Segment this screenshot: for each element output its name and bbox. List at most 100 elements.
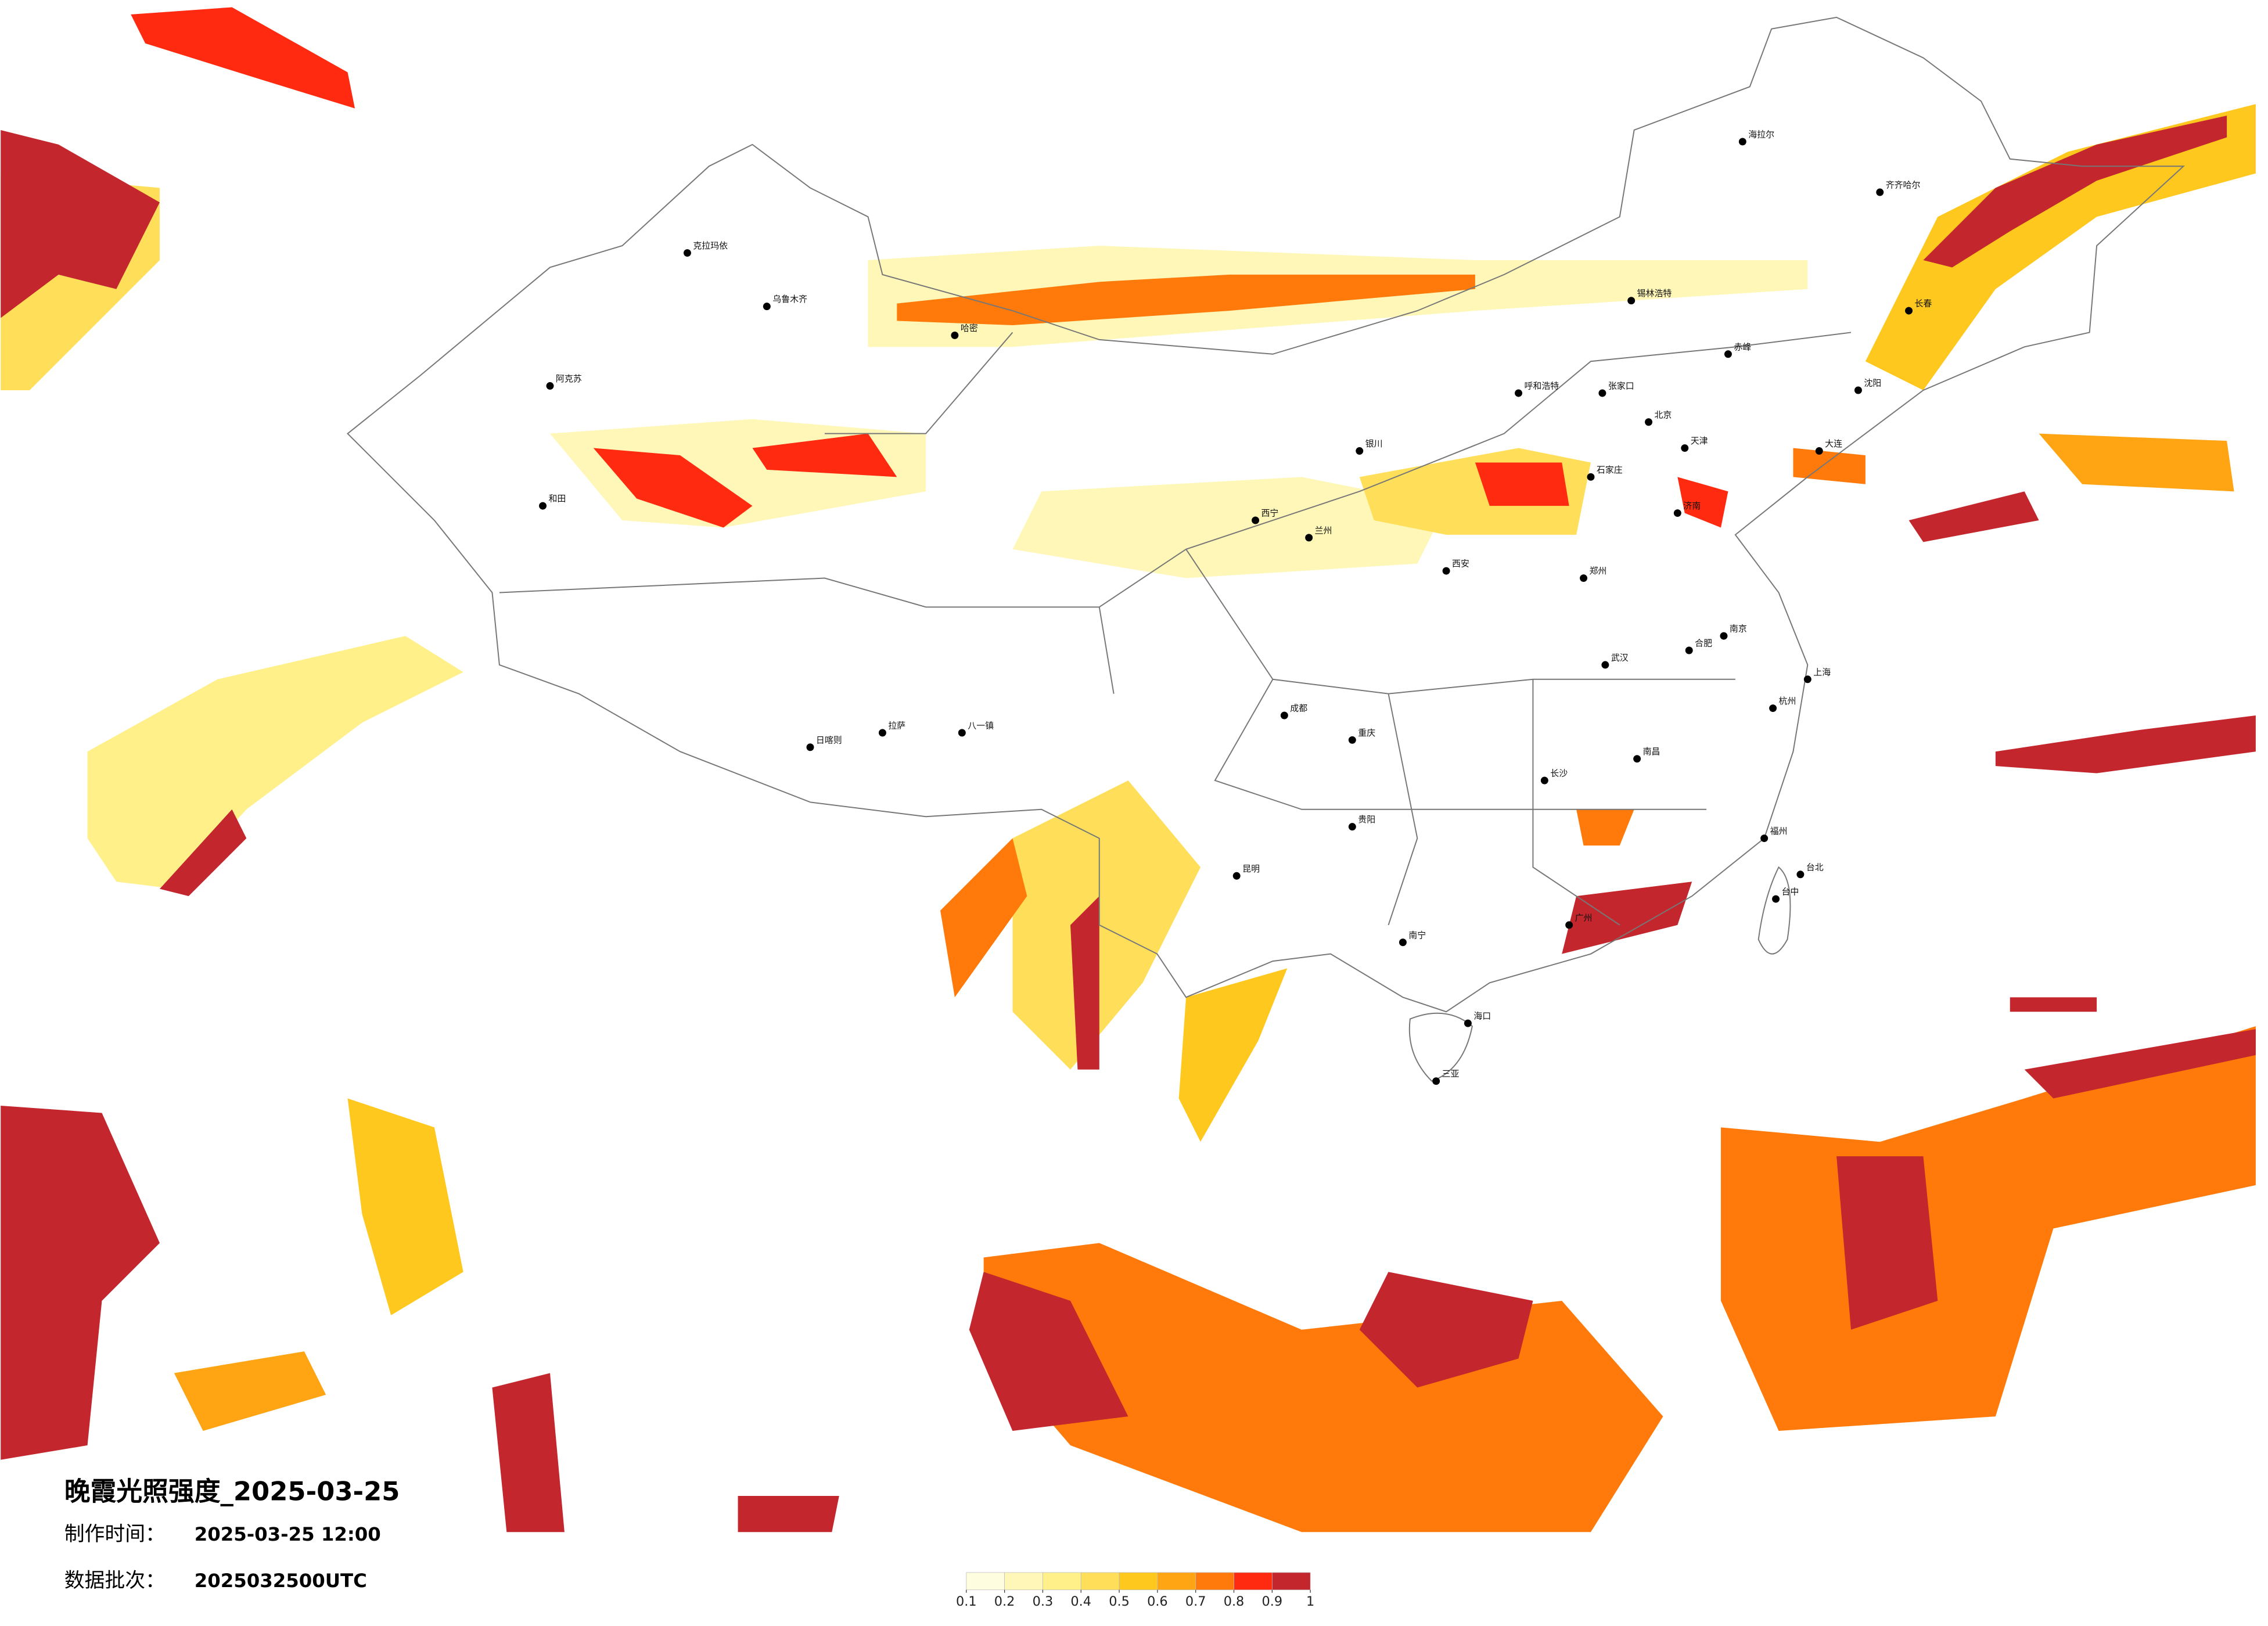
city-label: 武汉 xyxy=(1611,652,1629,663)
city-dot xyxy=(1348,736,1356,744)
heat-area xyxy=(1475,462,1569,506)
city-label: 呼和浩特 xyxy=(1525,381,1559,391)
city-dot xyxy=(1587,473,1595,481)
heat-area xyxy=(1562,882,1692,954)
city-dot xyxy=(878,729,886,737)
city-label: 上海 xyxy=(1813,667,1831,677)
city-dot xyxy=(806,743,814,751)
city-dot xyxy=(1627,297,1636,305)
city-label: 福州 xyxy=(1770,826,1788,836)
heat-area xyxy=(738,1496,839,1533)
city-dot xyxy=(1305,534,1313,542)
city-dot xyxy=(1280,711,1288,720)
heat-area xyxy=(969,1272,1128,1431)
heat-area xyxy=(1178,968,1288,1142)
city-dot xyxy=(1540,776,1548,785)
province-border xyxy=(499,332,1852,926)
city-label: 锡林浩特 xyxy=(1637,288,1672,298)
city-label: 海拉尔 xyxy=(1748,129,1774,139)
city-dot xyxy=(546,382,554,390)
city-dot xyxy=(1685,646,1693,654)
city-label: 和田 xyxy=(549,494,566,504)
heat-area xyxy=(1,1106,160,1460)
heat-area xyxy=(1923,116,2227,268)
city-dot xyxy=(1769,704,1777,713)
city-label: 银川 xyxy=(1365,438,1383,449)
city-dot xyxy=(1854,386,1862,394)
city-dot xyxy=(1720,632,1728,640)
city-label: 南京 xyxy=(1730,624,1747,634)
city-dot xyxy=(539,502,547,510)
city-label: 西宁 xyxy=(1261,508,1279,519)
heat-area xyxy=(1720,1026,2256,1431)
legend-swatch xyxy=(1234,1572,1273,1591)
legend: 0.1 0.2 0.3 0.4 0.5 0.6 0.7 0.8 0.9 1 xyxy=(956,1572,1314,1609)
info-label: 数据批次： xyxy=(64,1569,166,1592)
city-label: 南宁 xyxy=(1408,930,1426,940)
city-label: 济南 xyxy=(1683,501,1701,511)
city-dot xyxy=(1515,389,1523,397)
legend-swatch xyxy=(1004,1572,1043,1591)
city-label: 昆明 xyxy=(1242,864,1260,874)
map-title: 晚霞光照强度_2025-03-25 xyxy=(64,1476,400,1506)
city-dot xyxy=(1598,389,1606,397)
heat-area xyxy=(347,1098,463,1315)
legend-tick-label: 0.1 xyxy=(956,1594,977,1609)
legend-swatch xyxy=(1043,1572,1081,1591)
city-dot xyxy=(1432,1077,1440,1085)
heat-area xyxy=(1576,809,1634,846)
city-dot xyxy=(683,249,691,257)
heat-area xyxy=(2010,997,2097,1012)
island-border xyxy=(1757,866,1791,955)
legend-tick-label: 0.3 xyxy=(1033,1594,1054,1609)
legend-tick-label: 0.5 xyxy=(1109,1594,1130,1609)
legend-tick-label: 0.6 xyxy=(1147,1594,1168,1609)
heat-area xyxy=(1,130,160,318)
city-label: 拉萨 xyxy=(888,720,905,731)
heat-layer xyxy=(1,7,2256,1533)
heat-area xyxy=(492,1373,565,1533)
heat-area xyxy=(174,1351,326,1431)
city-dot xyxy=(1681,444,1689,452)
city-dot xyxy=(1348,823,1356,831)
city-label: 重庆 xyxy=(1358,728,1375,738)
heat-area xyxy=(1865,104,2256,390)
city-dot xyxy=(1399,938,1407,947)
info-label: 制作时间： xyxy=(64,1523,166,1546)
city-label: 北京 xyxy=(1655,409,1672,420)
heat-area xyxy=(1793,448,1866,484)
heat-area xyxy=(2024,1029,2256,1099)
legend-swatch xyxy=(1195,1572,1234,1591)
city-label: 杭州 xyxy=(1779,696,1796,706)
heat-area xyxy=(752,433,897,477)
city-dot xyxy=(1356,447,1364,455)
city-label: 赤峰 xyxy=(1734,341,1751,352)
legend-swatch xyxy=(1271,1572,1311,1591)
city-label: 长春 xyxy=(1915,298,1932,309)
city-dot xyxy=(1601,661,1609,669)
city-label: 八一镇 xyxy=(968,720,994,731)
heat-area xyxy=(940,838,1027,998)
city-dot xyxy=(1760,834,1769,843)
city-label: 天津 xyxy=(1691,436,1708,446)
city-dot xyxy=(1803,675,1811,684)
heat-area xyxy=(897,274,1475,325)
heat-area xyxy=(1836,1156,1938,1330)
city-label: 南昌 xyxy=(1643,746,1660,757)
city-label: 阿克苏 xyxy=(556,373,582,384)
city-label: 广州 xyxy=(1575,912,1593,923)
city-dot xyxy=(1580,574,1588,582)
city-dot xyxy=(1252,516,1260,524)
city-label: 台北 xyxy=(1806,862,1824,872)
city-label: 哈密 xyxy=(961,323,978,333)
heat-area xyxy=(1359,1272,1533,1388)
city-label: 日喀则 xyxy=(816,735,842,745)
legend-tick-label: 0.9 xyxy=(1262,1594,1283,1609)
city-dot xyxy=(1876,188,1884,196)
legend-swatch xyxy=(1119,1572,1158,1591)
island-border xyxy=(1408,1012,1473,1082)
city-label: 合肥 xyxy=(1695,638,1712,649)
city-label: 兰州 xyxy=(1315,525,1332,535)
city-dot xyxy=(1815,447,1823,455)
